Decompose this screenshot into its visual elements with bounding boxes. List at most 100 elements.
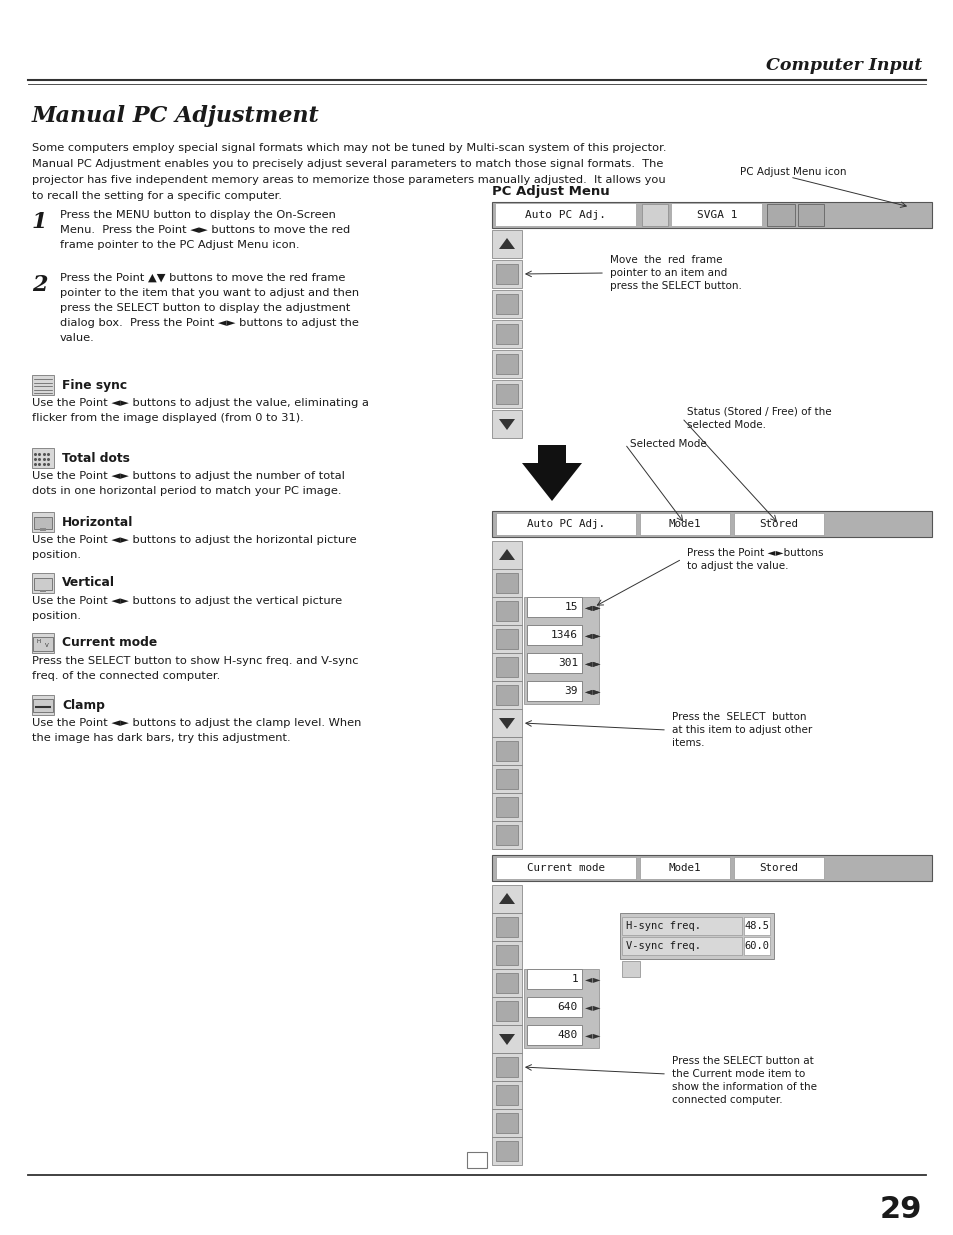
Bar bbox=[492, 764, 521, 793]
Bar bbox=[496, 918, 517, 937]
Bar bbox=[496, 573, 517, 593]
Bar bbox=[743, 937, 769, 955]
Text: ►: ► bbox=[593, 658, 599, 668]
Bar bbox=[492, 511, 931, 537]
Bar bbox=[32, 695, 54, 715]
Bar bbox=[40, 529, 46, 531]
Text: 1: 1 bbox=[32, 211, 48, 233]
Text: Mode1: Mode1 bbox=[668, 519, 700, 529]
Bar bbox=[492, 350, 521, 378]
Text: freq. of the connected computer.: freq. of the connected computer. bbox=[32, 671, 220, 680]
Text: Menu.  Press the Point ◄► buttons to move the red: Menu. Press the Point ◄► buttons to move… bbox=[60, 225, 350, 235]
Text: Vertical: Vertical bbox=[62, 577, 115, 589]
Text: 39: 39 bbox=[564, 685, 578, 697]
Bar bbox=[32, 375, 54, 395]
Bar bbox=[492, 969, 521, 997]
Text: Current mode: Current mode bbox=[62, 636, 157, 650]
Text: Manual PC Adjustment: Manual PC Adjustment bbox=[32, 105, 319, 127]
Text: ◄: ◄ bbox=[584, 685, 592, 697]
Bar bbox=[496, 1113, 517, 1132]
Text: ◄: ◄ bbox=[584, 685, 592, 697]
Bar bbox=[526, 1025, 581, 1045]
Text: Fine sync: Fine sync bbox=[62, 378, 127, 391]
Bar bbox=[526, 680, 581, 701]
Polygon shape bbox=[498, 718, 515, 729]
Text: Stored: Stored bbox=[759, 519, 798, 529]
Bar bbox=[671, 204, 761, 226]
Text: ►: ► bbox=[593, 1002, 599, 1011]
Text: ►: ► bbox=[593, 974, 599, 984]
Text: ◄: ◄ bbox=[584, 1002, 592, 1011]
Bar bbox=[496, 857, 636, 879]
Bar bbox=[492, 680, 521, 709]
Text: Auto PC Adj.: Auto PC Adj. bbox=[526, 519, 604, 529]
Text: the image has dark bars, try this adjustment.: the image has dark bars, try this adjust… bbox=[32, 734, 291, 743]
Bar bbox=[467, 1152, 486, 1168]
Text: Horizontal: Horizontal bbox=[62, 515, 133, 529]
Text: ►: ► bbox=[593, 601, 599, 613]
Bar bbox=[496, 204, 636, 226]
Text: 29: 29 bbox=[879, 1195, 921, 1224]
Bar bbox=[32, 513, 54, 532]
Text: press the SELECT button to display the adjustment: press the SELECT button to display the a… bbox=[60, 303, 350, 312]
Text: dialog box.  Press the Point ◄► buttons to adjust the: dialog box. Press the Point ◄► buttons t… bbox=[60, 317, 358, 329]
Bar bbox=[526, 997, 581, 1016]
Bar bbox=[496, 797, 517, 818]
Bar bbox=[492, 625, 521, 653]
Text: ►: ► bbox=[593, 630, 599, 640]
Text: press the SELECT button.: press the SELECT button. bbox=[609, 282, 741, 291]
Text: H: H bbox=[37, 638, 41, 643]
Text: Move  the  red  frame: Move the red frame bbox=[609, 254, 721, 266]
Text: Press the SELECT button to show H-sync freq. and V-sync: Press the SELECT button to show H-sync f… bbox=[32, 656, 358, 666]
Text: the Current mode item to: the Current mode item to bbox=[671, 1070, 804, 1079]
Text: ►: ► bbox=[593, 601, 599, 613]
Text: 301: 301 bbox=[558, 658, 578, 668]
Text: flicker from the image displayed (from 0 to 31).: flicker from the image displayed (from 0… bbox=[32, 412, 303, 424]
Bar bbox=[492, 793, 521, 821]
Bar bbox=[33, 699, 53, 713]
Bar bbox=[496, 973, 517, 993]
Bar bbox=[492, 230, 521, 258]
Bar bbox=[492, 290, 521, 317]
Text: frame pointer to the PC Adjust Menu icon.: frame pointer to the PC Adjust Menu icon… bbox=[60, 240, 299, 249]
Text: 1346: 1346 bbox=[551, 630, 578, 640]
Text: PC Adjust Menu icon: PC Adjust Menu icon bbox=[740, 167, 845, 177]
Text: V: V bbox=[45, 643, 49, 648]
Bar bbox=[526, 969, 581, 989]
Text: ◄: ◄ bbox=[584, 974, 592, 984]
Text: 39: 39 bbox=[564, 685, 578, 697]
Bar bbox=[496, 264, 517, 284]
Text: position.: position. bbox=[32, 611, 81, 621]
Bar bbox=[492, 1137, 521, 1165]
Bar bbox=[492, 913, 521, 941]
Text: Use the Point ◄► buttons to adjust the value, eliminating a: Use the Point ◄► buttons to adjust the v… bbox=[32, 398, 369, 408]
Bar bbox=[619, 913, 773, 960]
Polygon shape bbox=[498, 419, 515, 430]
Polygon shape bbox=[521, 463, 581, 501]
Bar bbox=[733, 857, 823, 879]
Bar bbox=[496, 945, 517, 965]
Text: Use the Point ◄► buttons to adjust the clamp level. When: Use the Point ◄► buttons to adjust the c… bbox=[32, 718, 361, 727]
Text: 48.5: 48.5 bbox=[743, 921, 769, 931]
Bar bbox=[639, 513, 729, 535]
Bar bbox=[496, 629, 517, 650]
Bar bbox=[496, 384, 517, 404]
Bar bbox=[496, 685, 517, 705]
Text: position.: position. bbox=[32, 550, 81, 559]
Text: Clamp: Clamp bbox=[62, 699, 105, 711]
Bar bbox=[492, 410, 521, 438]
Bar bbox=[492, 997, 521, 1025]
Bar bbox=[526, 653, 581, 673]
Bar bbox=[523, 597, 598, 704]
Text: ◄: ◄ bbox=[584, 601, 592, 613]
Text: 640: 640 bbox=[558, 1002, 578, 1011]
Text: Status (Stored / Free) of the: Status (Stored / Free) of the bbox=[686, 408, 831, 417]
Text: ►: ► bbox=[593, 630, 599, 640]
Bar bbox=[526, 597, 581, 618]
Text: Press the MENU button to display the On-Screen: Press the MENU button to display the On-… bbox=[60, 210, 335, 220]
Text: to recall the setting for a specific computer.: to recall the setting for a specific com… bbox=[32, 191, 282, 201]
Text: SVGA 1: SVGA 1 bbox=[696, 210, 737, 220]
Text: Total dots: Total dots bbox=[62, 452, 130, 464]
Text: 15: 15 bbox=[564, 601, 578, 613]
Text: 2: 2 bbox=[32, 274, 48, 296]
